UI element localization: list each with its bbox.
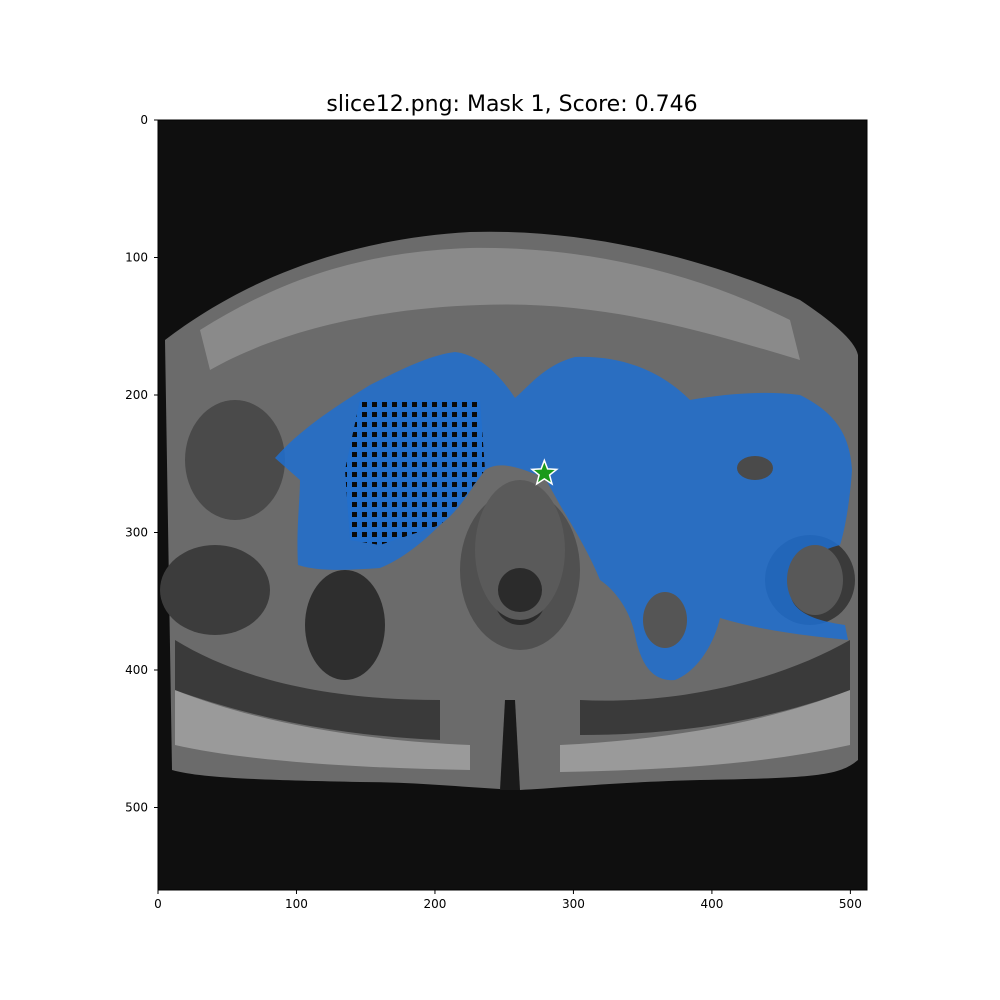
x-tick-label: 200 [424,897,447,911]
mask-dotted-region [345,400,485,545]
x-axis-ticks: 0 100 200 300 400 500 [154,890,862,911]
x-tick-label: 500 [839,897,862,911]
x-tick-label: 400 [700,897,723,911]
y-tick-label: 0 [140,113,148,127]
x-tick-label: 100 [285,897,308,911]
y-tick-label: 400 [125,663,148,677]
y-tick-label: 200 [125,388,148,402]
figure-title: slice12.png: Mask 1, Score: 0.746 [326,92,697,117]
y-axis-ticks: 0 100 200 300 400 500 [125,113,158,815]
y-tick-label: 100 [125,251,148,265]
y-tick-label: 300 [125,526,148,540]
mri-image [158,120,867,890]
y-tick-label: 500 [125,801,148,815]
x-tick-label: 300 [562,897,585,911]
prompt-point-star-icon [529,458,559,486]
x-tick-label: 0 [154,897,162,911]
axes-frame [157,119,868,891]
